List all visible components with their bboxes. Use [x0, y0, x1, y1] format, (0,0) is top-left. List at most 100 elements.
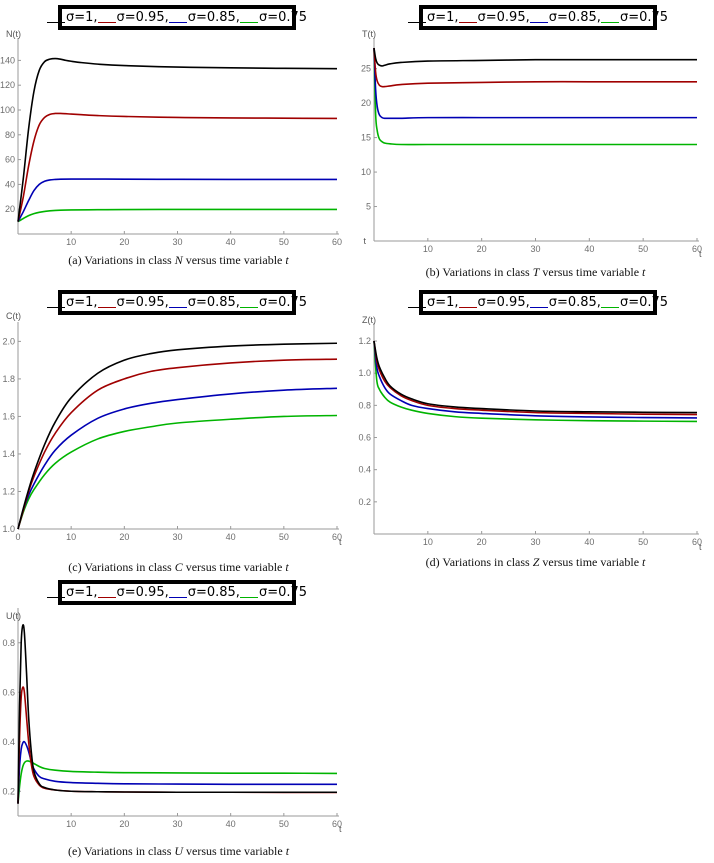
legend-swatch: [529, 306, 548, 308]
chart-a: 20 40 60 80 100 120 140 10 20 30 40 50 60 N(t): [0, 29, 342, 247]
y-tick-label: 5: [366, 202, 371, 212]
legend-label: σ=1,: [426, 295, 459, 310]
x-tick-label: 20: [477, 537, 487, 547]
legend-item: σ=0.75: [600, 295, 669, 310]
y-tick-label: 1.2: [358, 336, 371, 346]
legend-swatch: [239, 21, 258, 23]
caption-suffix: versus time variable: [182, 253, 286, 267]
legend-box: σ=1, σ=0.95, σ=0.85, σ=0.75: [46, 580, 307, 605]
caption-var: C: [174, 560, 183, 574]
caption-tvar: t: [285, 253, 289, 267]
legend-swatch: [168, 21, 187, 23]
legend-label: σ=0.75: [619, 10, 669, 25]
chart-b: 5 10 15 20 25 10 20 30 40 50 60 T(t) t t: [361, 29, 702, 259]
legend-label: σ=0.85,: [548, 10, 601, 25]
legend-swatch: [168, 596, 187, 598]
y-tick-label: 0.6: [2, 687, 15, 697]
legend-item: σ=0.85,: [168, 585, 240, 600]
legend-swatch: [97, 596, 116, 598]
legend-swatch: [529, 21, 548, 23]
legend-label: σ=1,: [65, 585, 98, 600]
legend-item: σ=0.75: [239, 585, 308, 600]
caption-c: (c) Variations in class C versus time va…: [0, 560, 357, 575]
y-axis-label: U(t): [6, 611, 21, 621]
y-tick-label: 0.6: [358, 433, 371, 443]
x-tick-label: 20: [119, 532, 129, 542]
x-tick-label: 10: [66, 819, 76, 829]
y-axis-label: Z(t): [362, 315, 376, 325]
caption-var: Z: [532, 555, 540, 569]
series-line: [17, 57, 338, 222]
x-axis-label: t: [699, 249, 702, 259]
series-line: [373, 47, 697, 120]
legend-item: σ=0.95,: [97, 585, 169, 600]
x-tick-label: 30: [172, 237, 182, 247]
y-tick-label: 0.8: [2, 638, 15, 648]
y-tick-label: 20: [5, 204, 15, 214]
y-tick-label: 2.0: [2, 336, 15, 346]
legend-item: σ=0.85,: [529, 295, 601, 310]
legend-label: σ=0.95,: [116, 295, 169, 310]
x-tick-label: 60: [692, 244, 702, 254]
series-line: [373, 340, 698, 414]
caption-b: (b) Variations in class T versus time va…: [357, 265, 714, 280]
y-axis-label: T(t): [362, 29, 376, 39]
y-tick-label: 1.0: [358, 368, 371, 378]
y-tick-label: 0.8: [358, 400, 371, 410]
legend-item: σ=1,: [407, 10, 459, 25]
caption-suffix: versus time variable: [182, 560, 286, 574]
caption-prefix: (a) Variations in class: [68, 253, 175, 267]
legend-label: σ=0.75: [258, 295, 308, 310]
y-tick-label: 1.6: [2, 411, 15, 421]
chart-panel-a: σ=1, σ=0.95, σ=0.85, σ=0.75 20 40 60 80 100 120 1…: [0, 0, 357, 290]
legend-swatch: [407, 21, 426, 23]
x-tick-label: 10: [66, 532, 76, 542]
x-tick-label: 10: [423, 244, 433, 254]
y-tick-label: 0.4: [2, 737, 15, 747]
legend-swatch: [46, 596, 65, 598]
series-line: [373, 340, 698, 423]
caption-prefix: (d) Variations in class: [425, 555, 533, 569]
chart-panel-e: σ=1, σ=0.95, σ=0.85, σ=0.75 0.2 0.4 0.6 0.8 10 2…: [0, 580, 357, 863]
series-line: [17, 760, 338, 804]
x-tick-label: 60: [332, 819, 342, 829]
legend-item: σ=0.75: [239, 295, 308, 310]
x-tick-label: 60: [692, 537, 702, 547]
x-tick-label: 50: [279, 819, 289, 829]
caption-var: U: [174, 844, 184, 858]
legend-item: σ=0.95,: [458, 295, 530, 310]
x-axis-label: t: [339, 824, 342, 834]
chart-panel-b: σ=1, σ=0.95, σ=0.85, σ=0.75 5 10 15 20 25 10 20 30…: [357, 0, 714, 290]
legend-label: σ=0.75: [258, 585, 308, 600]
y-tick-label: 20: [361, 98, 371, 108]
x-tick-label: 40: [584, 537, 594, 547]
caption-suffix: versus time variable: [539, 555, 643, 569]
caption-tvar: t: [285, 844, 290, 858]
legend-item: σ=0.95,: [458, 10, 530, 25]
y-tick-label: 120: [0, 80, 15, 90]
x-axis-label: t: [699, 542, 702, 552]
legend-item: σ=1,: [46, 585, 98, 600]
x-tick-label: 30: [172, 819, 182, 829]
chart-e: 0.2 0.4 0.6 0.8 10 20 30 40 50 60 U(t) t: [2, 608, 342, 834]
x-tick-label: 20: [119, 819, 129, 829]
y-tick-label: 15: [361, 133, 371, 143]
y-tick-label: 60: [5, 155, 15, 165]
legend-swatch: [46, 21, 65, 23]
x-tick-label: 60: [332, 237, 342, 247]
legend-box: σ=1, σ=0.95, σ=0.85, σ=0.75: [407, 5, 668, 30]
y-tick-label: 40: [5, 179, 15, 189]
x-tick-label: 40: [584, 244, 594, 254]
x-tick-label: 40: [226, 532, 236, 542]
caption-var: N: [174, 253, 183, 267]
legend-label: σ=0.95,: [477, 295, 530, 310]
y-tick-label: 0.2: [2, 786, 15, 796]
x-tick-label: 50: [279, 237, 289, 247]
y-tick-label: 1.0: [2, 524, 15, 534]
legend-label: σ=0.75: [619, 295, 669, 310]
legend-swatch: [600, 21, 619, 23]
series-line: [17, 623, 337, 804]
legend-item: σ=0.85,: [168, 295, 240, 310]
caption-tvar: t: [285, 560, 289, 574]
caption-tvar: t: [642, 555, 646, 569]
